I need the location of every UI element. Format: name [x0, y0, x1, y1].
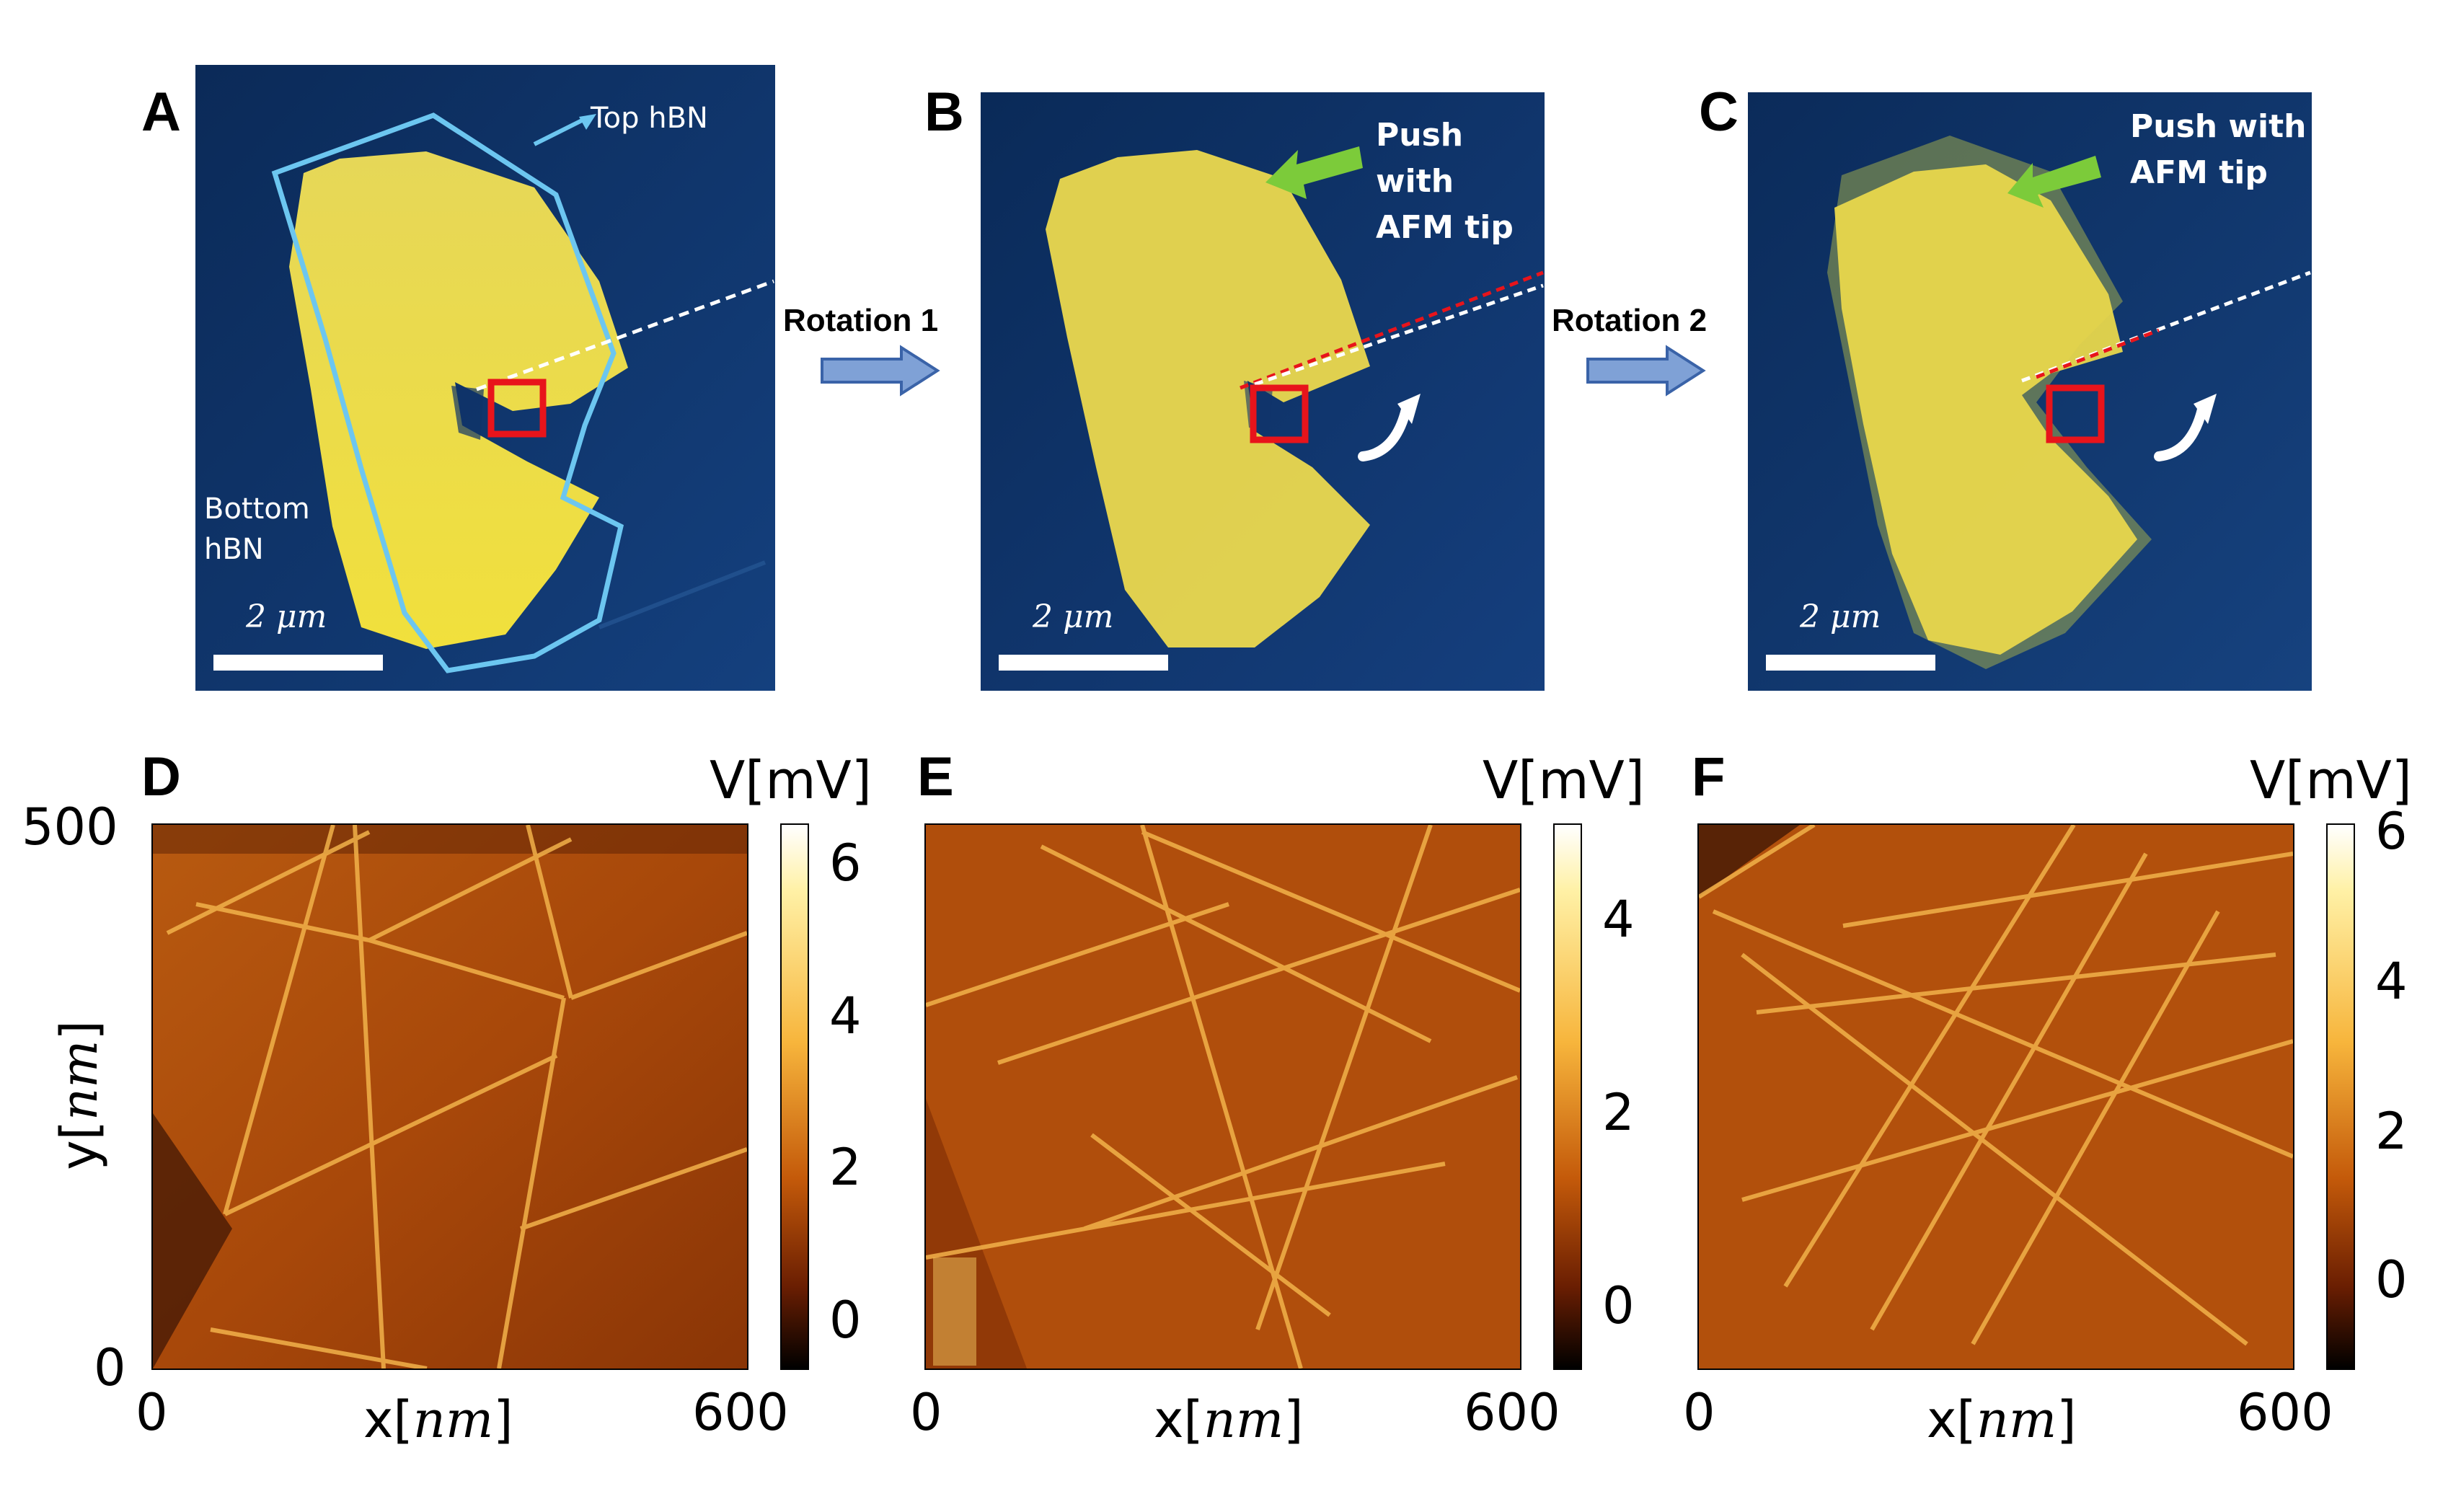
green-arrow-b: [1265, 146, 1363, 199]
cbar-d-tick-0: 0: [829, 1291, 862, 1350]
x-axis-label-e: x[nm]: [1154, 1390, 1304, 1449]
push-label-c: Push with AFM tip: [2130, 108, 2307, 191]
rotation-1-label: Rotation 1: [783, 303, 939, 338]
push-label-b: Push with AFM tip: [1376, 117, 1514, 246]
scale-label-b: 2 μm: [1033, 598, 1114, 635]
cbar-d-tick-6: 6: [829, 834, 862, 893]
afm-image-c: Push with AFM tip 2 μm: [1748, 92, 2312, 691]
green-arrow-c: [2007, 156, 2101, 208]
cbar-f-tick-6: 6: [2375, 802, 2408, 861]
x-axis-label-f: x[nm]: [1927, 1390, 2077, 1449]
flake-a-hole: [451, 386, 484, 440]
cbar-d-tick-2: 2: [829, 1138, 862, 1197]
colorbar-d: [780, 823, 809, 1370]
x-axis-label-d: x[nm]: [363, 1390, 513, 1449]
y-tick-500: 500: [22, 797, 118, 857]
scale-bar-c: [1766, 655, 1935, 671]
x-tick-600-e: 600: [1464, 1383, 1560, 1442]
panel-label-c: C: [1699, 81, 1739, 143]
panel-label-b: B: [924, 81, 964, 143]
kpfm-map-d: [151, 823, 748, 1371]
roi-box-b: [1250, 384, 1309, 443]
afm-image-a: Top hBN Bottom hBN 2 μm: [195, 65, 775, 691]
colorbar-e: [1553, 823, 1582, 1370]
colorbar-f: [2326, 823, 2355, 1370]
x-tick-600-f: 600: [2237, 1383, 2333, 1442]
scale-bar-a: [213, 655, 383, 671]
rotation-2-arrow: [1586, 345, 1706, 397]
kpfm-map-f: [1697, 823, 2294, 1370]
flake-b: [1046, 150, 1370, 647]
panel-label-d: D: [141, 746, 181, 808]
cbar-d-tick-4: 4: [829, 986, 862, 1045]
x-tick-0-f: 0: [1683, 1383, 1715, 1442]
label-bottom-hbn: Bottom hBN: [204, 492, 310, 566]
cbar-e-tick-2: 2: [1602, 1083, 1635, 1142]
cbar-f-tick-0: 0: [2375, 1250, 2408, 1309]
panel-label-e: E: [917, 746, 954, 808]
rotation-2-label: Rotation 2: [1552, 303, 1708, 338]
unit-label-d: V[mV]: [710, 750, 872, 810]
afm-image-b: Push with AFM tip 2 μm: [981, 92, 1545, 691]
cbar-f-tick-4: 4: [2375, 952, 2408, 1011]
panel-label-f: F: [1692, 746, 1726, 808]
panel-label-a: A: [141, 81, 181, 143]
cbar-e-tick-0: 0: [1602, 1276, 1635, 1335]
scale-label-c: 2 μm: [1800, 598, 1881, 635]
label-top-hbn: Top hBN: [591, 102, 708, 135]
y-tick-0: 0: [94, 1338, 126, 1397]
roi-box-c: [2046, 384, 2105, 443]
kpfm-map-e: [924, 823, 1521, 1370]
unit-label-f: V[mV]: [2250, 750, 2412, 810]
rotation-1-arrow: [821, 345, 940, 397]
unit-label-e: V[mV]: [1483, 750, 1645, 810]
scale-bar-b: [999, 655, 1168, 671]
x-tick-0-e: 0: [910, 1383, 942, 1442]
cbar-f-tick-2: 2: [2375, 1102, 2408, 1161]
scale-label-a: 2 μm: [246, 598, 327, 635]
flake-a: [289, 151, 628, 649]
x-tick-600-d: 600: [692, 1383, 789, 1442]
roi-box-a: [487, 379, 547, 438]
cbar-e-tick-4: 4: [1602, 890, 1635, 949]
top-hbn-outline: [271, 112, 624, 673]
x-tick-0-d: 0: [136, 1383, 168, 1442]
y-axis-label: y[nm]: [50, 1020, 109, 1170]
flake-c: [1834, 164, 2137, 655]
